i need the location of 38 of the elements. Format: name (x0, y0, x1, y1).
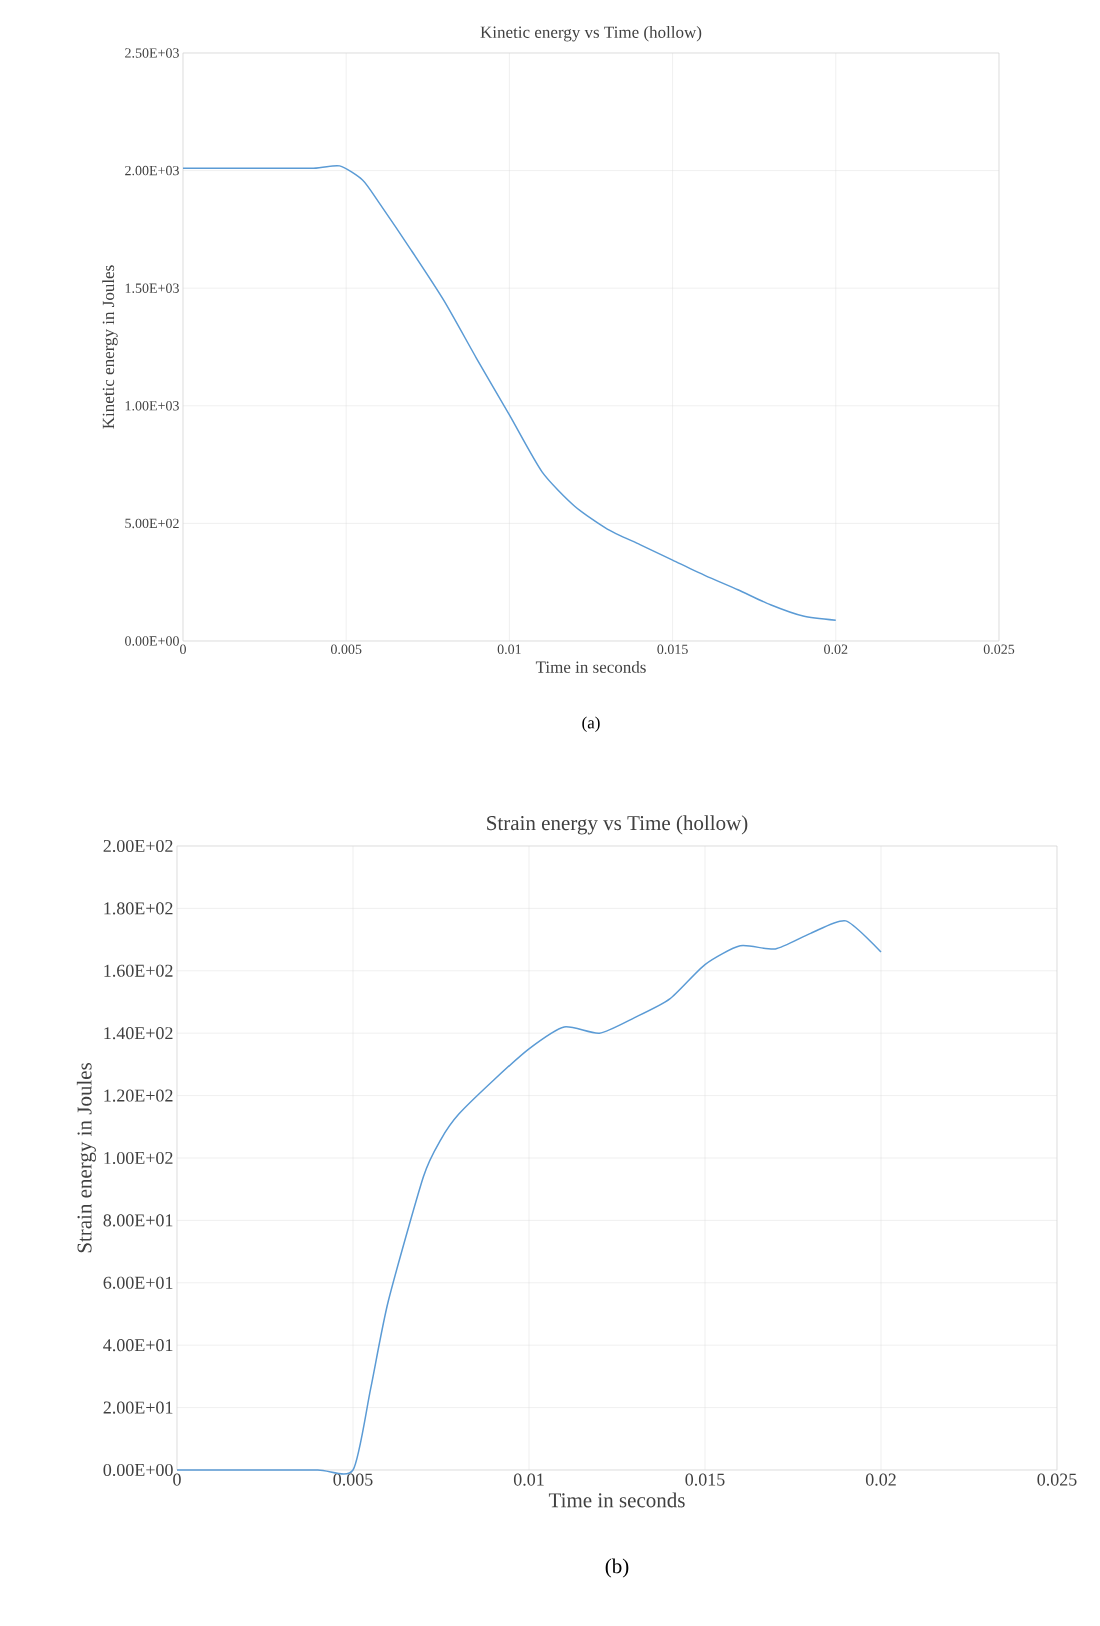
y-tick-label: 8.00E+01 (103, 1214, 173, 1227)
x-axis-title: Time in seconds (535, 660, 646, 673)
y-tick-label: 2.00E+03 (125, 165, 179, 176)
y-tick-label: 2.50E+03 (125, 48, 179, 58)
y-tick-label: 1.40E+02 (104, 1027, 173, 1040)
x-tick-label: 0.015 (685, 1473, 725, 1486)
y-tick-label: 5.00E+02 (125, 518, 179, 529)
y-tick-label: 1.00E+02 (104, 1151, 173, 1165)
x-tick-label: 0.015 (657, 644, 688, 655)
text: (b) (605, 1558, 629, 1578)
text: (a) (582, 716, 600, 732)
chart-title: Kinetic energy vs Time (hollow) (480, 26, 702, 42)
y-tick-label: 2.00E+01 (103, 1401, 173, 1414)
x-tick-label: 0.01 (497, 644, 521, 655)
x-tick-label: 0.02 (865, 1473, 896, 1486)
y-tick-label: 0.00E+00 (125, 636, 179, 646)
x-tick-label: 0.005 (330, 644, 362, 655)
chart-title: Strain energy vs Time (hollow) (487, 815, 748, 835)
y-tick-label: 4.00E+01 (103, 1339, 173, 1352)
x-tick-label: 0.02 (824, 644, 848, 655)
x-tick-label: 0 (180, 644, 186, 654)
y-axis-title: Kinetic energy in Joules (102, 265, 118, 429)
x-tick-label: 0.005 (333, 1473, 373, 1486)
y-tick-label: 1.80E+02 (104, 902, 173, 915)
line-series (182, 164, 837, 622)
y-tick-label: 1.20E+02 (104, 1089, 173, 1102)
y-tick-label: 2.00E+02 (103, 839, 173, 853)
y-tick-label: 6.00E+01 (103, 1276, 173, 1289)
x-tick-label: 0.025 (1037, 1473, 1077, 1486)
x-tick-label: 0.01 (513, 1473, 544, 1486)
x-tick-label: 0 (173, 1473, 181, 1486)
y-axis-title: Strain energy in Joules (76, 1063, 96, 1253)
y-tick-label: 1.00E+03 (125, 401, 179, 411)
y-tick-label: 1.50E+03 (125, 283, 179, 293)
x-axis-title: Time in seconds (548, 1492, 685, 1508)
y-tick-label: 1.60E+02 (104, 964, 173, 977)
y-tick-label: 0.00E+00 (103, 1463, 173, 1477)
x-tick-label: 0.025 (983, 644, 1015, 655)
